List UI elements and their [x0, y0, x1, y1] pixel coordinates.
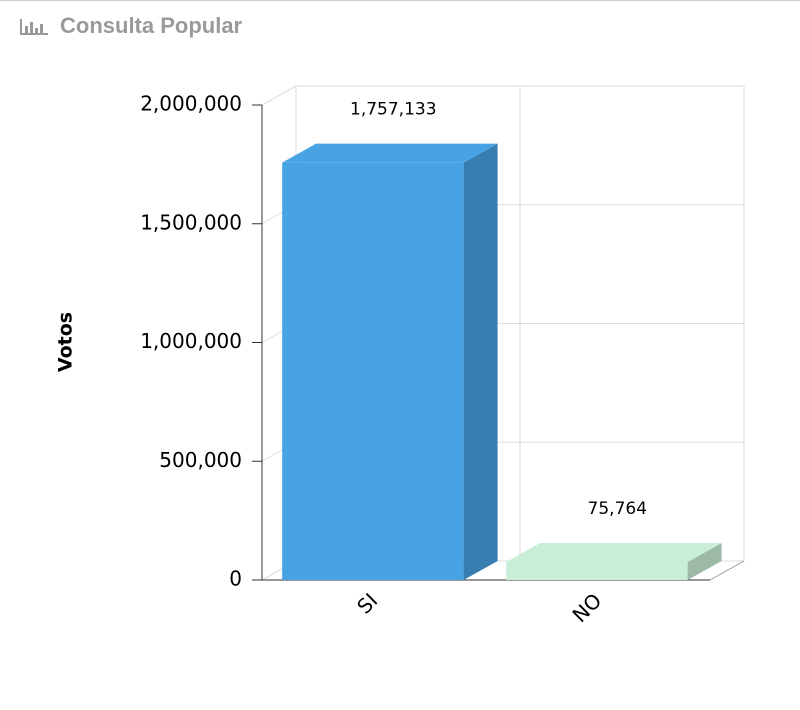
grid-line-side	[261, 85, 297, 106]
bar	[282, 162, 464, 580]
y-tick-label: 1,000,000	[140, 329, 242, 353]
chart-icon	[20, 19, 48, 35]
x-tick-label: SI	[352, 588, 382, 618]
bar	[506, 562, 688, 580]
bar-top	[282, 143, 498, 163]
y-tick-label: 0	[229, 567, 242, 591]
value-label: 75,764	[588, 499, 647, 519]
y-tick-label: 500,000	[159, 448, 242, 472]
bar-top	[506, 543, 722, 563]
bar-side	[687, 543, 722, 580]
y-tick-label: 1,500,000	[140, 210, 242, 234]
bar-side	[463, 143, 498, 580]
y-axis-label: Votos	[55, 312, 77, 372]
floor-edge	[709, 560, 745, 581]
chart-title: Consulta Popular	[60, 13, 243, 38]
x-tick-label: NO	[568, 588, 607, 627]
y-tick-label: 2,000,000	[140, 92, 242, 116]
value-label: 1,757,133	[350, 100, 437, 120]
